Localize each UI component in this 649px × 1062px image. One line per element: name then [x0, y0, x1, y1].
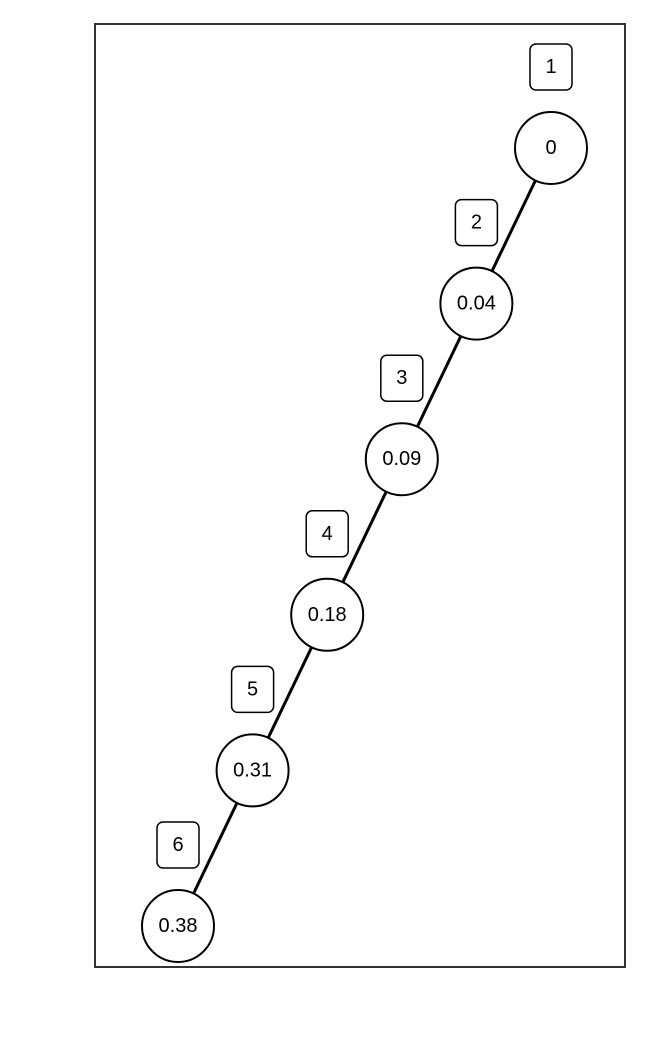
node-id-box	[380, 354, 424, 402]
node-id-label: 5	[247, 678, 258, 700]
node-circle	[215, 733, 290, 808]
tree-node: 0.38 6	[141, 821, 215, 963]
node-id-box	[305, 510, 349, 558]
tree-node: 0.31 5	[215, 665, 290, 808]
node-circle	[439, 266, 514, 341]
node-circle	[514, 111, 588, 185]
node-id-label: 1	[545, 56, 556, 78]
node-id-box	[454, 198, 499, 247]
node-value: 0.31	[233, 759, 272, 781]
tree-node: 01	[514, 43, 588, 185]
node-value: 0	[545, 137, 556, 159]
node-value: 0.09	[382, 448, 421, 470]
node-value: 0.18	[308, 604, 347, 626]
tree-node: 0.09 3	[364, 354, 439, 497]
edges-layer	[176, 146, 553, 928]
node-circle	[290, 577, 365, 652]
node-value: 0.04	[457, 293, 496, 315]
node-id-box	[156, 821, 200, 869]
node-circle	[364, 422, 439, 497]
plot-frame	[94, 23, 626, 968]
tree-node: 0.18 4	[290, 510, 365, 652]
node-value: 0.38	[159, 915, 198, 937]
node-id-label: 6	[172, 834, 183, 856]
node-id-label: 4	[322, 523, 333, 545]
node-id-box	[230, 665, 275, 714]
node-circle	[141, 889, 215, 963]
node-id-label: 2	[471, 212, 482, 234]
node-id-label: 3	[396, 367, 407, 389]
tree-node: 0.04 2	[439, 198, 514, 341]
node-id-box	[529, 43, 573, 91]
